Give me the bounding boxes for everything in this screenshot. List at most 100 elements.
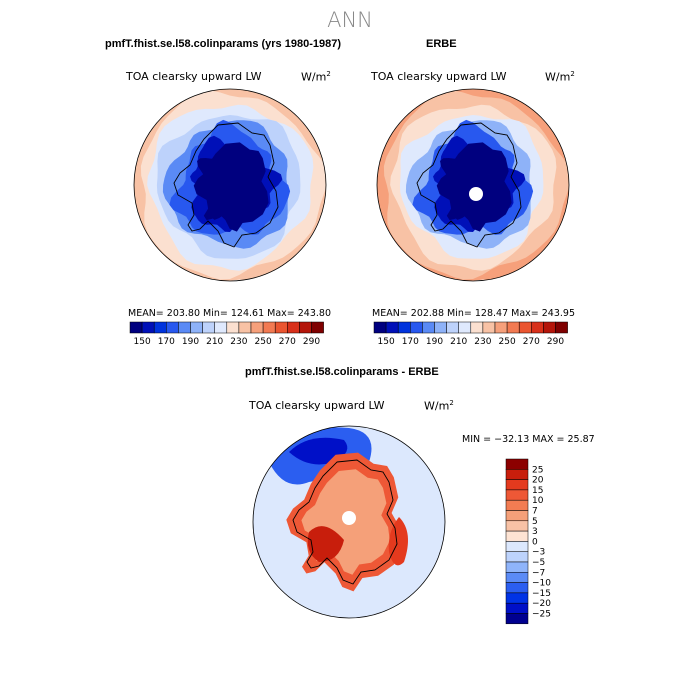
diff-colorbar-swatch: [505, 530, 529, 542]
figure-title: ANN: [327, 8, 373, 32]
obs-boundary: [376, 88, 570, 282]
obs-colorbar: 150 170 190 210 230 250 270 290: [373, 321, 568, 347]
model-variable-label: TOA clearsky upward LW: [126, 70, 262, 83]
model-colorbar-tick-label: 150: [134, 337, 151, 347]
obs-colorbar-tick-label: 270: [523, 337, 540, 347]
diff-colorbar-tick-label: 20: [532, 476, 544, 486]
obs-colorbar-swatch: [373, 321, 387, 334]
model-core-band: [193, 142, 269, 232]
obs-units-label: W/m2: [545, 70, 575, 84]
diff-colorbar-tick-label: −7: [532, 568, 545, 578]
diff-colorbar-tick-label: 25: [532, 465, 543, 475]
obs-colorbar-tick-label: 290: [547, 337, 564, 347]
obs-colorbar-tick-label: 190: [426, 337, 443, 347]
model-colorbar-swatch: [178, 321, 191, 334]
obs-colorbar-swatch: [397, 321, 411, 334]
obs-colorbar-swatch: [470, 321, 484, 334]
diff-colorbar-tick-label: −5: [532, 558, 545, 568]
model-colorbar-swatch: [238, 321, 252, 334]
diff-colorbar-swatch: [505, 510, 529, 522]
model-colorbar-swatch: [153, 321, 167, 334]
model-colorbar-swatch: [190, 321, 203, 334]
diff-colorbar-swatch: [505, 613, 529, 625]
obs-colorbar-tick-label: 250: [499, 337, 516, 347]
diff-colorbar-swatch: [505, 479, 529, 491]
model-field: [134, 89, 326, 281]
obs-colorbar-swatch: [518, 321, 532, 334]
obs-colorbar-swatch: [506, 321, 520, 334]
model-panel-title: pmfT.fhist.se.l58.colinparams (yrs 1980-…: [105, 38, 341, 50]
diff-colorbar-tick-label: 3: [532, 527, 538, 537]
model-colorbar-tick-label: 190: [182, 337, 199, 347]
model-colorbar-swatch: [129, 321, 143, 334]
model-colorbar-tick-label: 230: [230, 337, 247, 347]
model-colorbar-swatch: [214, 321, 228, 334]
obs-colorbar-swatch: [543, 321, 556, 334]
model-colorbar-tick-label: 250: [255, 337, 272, 347]
model-colorbar-tick-label: 270: [279, 337, 296, 347]
diff-colorbar-tick-label: 7: [532, 507, 538, 517]
diff-units-label: W/m2: [424, 399, 454, 413]
obs-colorbar-swatch: [434, 321, 447, 334]
obs-colorbar-swatch: [458, 321, 472, 334]
diff-colorbar-swatch: [505, 520, 529, 532]
obs-colorbar-swatch: [494, 321, 508, 334]
obs-colorbar-tick-label: 170: [402, 337, 419, 347]
obs-colorbar-swatch: [482, 321, 496, 334]
obs-panel-title: ERBE: [426, 38, 457, 50]
diff-colorbar-swatch: [505, 458, 529, 470]
diff-colorbar-tick-label: 5: [532, 517, 538, 527]
obs-variable-label: TOA clearsky upward LW: [371, 70, 507, 83]
obs-colorbar-swatch: [385, 321, 399, 334]
diff-colorbar-tick-label: 10: [532, 496, 544, 506]
diff-stats: MIN = −32.13 MAX = 25.87: [462, 434, 595, 445]
diff-colorbar-tick-label: −25: [532, 610, 551, 620]
model-colorbar-tick-label: 210: [206, 337, 223, 347]
model-colorbar-swatch: [250, 321, 264, 334]
obs-coastline: [416, 122, 522, 248]
model-colorbar-swatch: [141, 321, 155, 334]
diff-pole-hole: [342, 511, 356, 525]
model-stats: MEAN= 203.80 Min= 124.61 Max= 243.80: [128, 308, 332, 319]
model-colorbar-swatch: [262, 321, 276, 334]
diff-region-east-belt: [388, 517, 408, 566]
diff-colorbar-swatch: [505, 561, 529, 573]
diff-colorbar-tick-label: −20: [532, 599, 551, 609]
diff-colorbar-tick-label: −10: [532, 579, 551, 589]
model-colorbar-swatch: [202, 321, 215, 334]
obs-colorbar-tick-label: 150: [378, 337, 395, 347]
model-colorbar-swatch: [274, 321, 288, 334]
diff-variable-label: TOA clearsky upward LW: [249, 399, 385, 412]
obs-colorbar-tick-label: 210: [450, 337, 467, 347]
model-colorbar: 150 170 190 210 230 250 270 290: [129, 321, 324, 347]
diff-colorbar-swatch: [505, 582, 529, 594]
model-colorbar-swatch: [311, 321, 324, 334]
diff-colorbar-swatch: [505, 572, 529, 583]
diff-colorbar-tick-label: −15: [532, 589, 551, 599]
diff-colorbar-tick-label: 15: [532, 486, 543, 496]
diff-colorbar-tick-label: 0: [532, 537, 538, 547]
obs-colorbar-swatch: [531, 321, 544, 334]
model-colorbar-tick-label: 170: [158, 337, 175, 347]
diff-colorbar-swatch: [505, 499, 529, 511]
diff-colorbar-swatch: [505, 489, 529, 501]
diff-colorbar-swatch: [505, 602, 529, 614]
model-colorbar-swatch: [299, 321, 312, 334]
obs-colorbar-swatch: [446, 321, 459, 334]
model-boundary: [133, 88, 327, 282]
diff-colorbar-swatch: [505, 592, 529, 604]
diff-colorbar-tick-label: −3: [532, 548, 545, 558]
model-colorbar-tick-label: 290: [303, 337, 320, 347]
obs-polar-map: [376, 88, 570, 282]
model-units-label: W/m2: [301, 70, 331, 84]
diff-panel-title: pmfT.fhist.se.l58.colinparams - ERBE: [245, 366, 439, 378]
obs-stats: MEAN= 202.88 Min= 128.47 Max= 243.95: [372, 308, 576, 319]
obs-colorbar-tick-label: 230: [474, 337, 491, 347]
model-colorbar-swatch: [226, 321, 240, 334]
obs-colorbar-swatch: [422, 321, 435, 334]
model-coastline: [173, 122, 279, 248]
diff-colorbar-swatch: [505, 469, 529, 480]
diff-coastline: [292, 459, 398, 585]
diff-polar-map: [252, 425, 446, 619]
